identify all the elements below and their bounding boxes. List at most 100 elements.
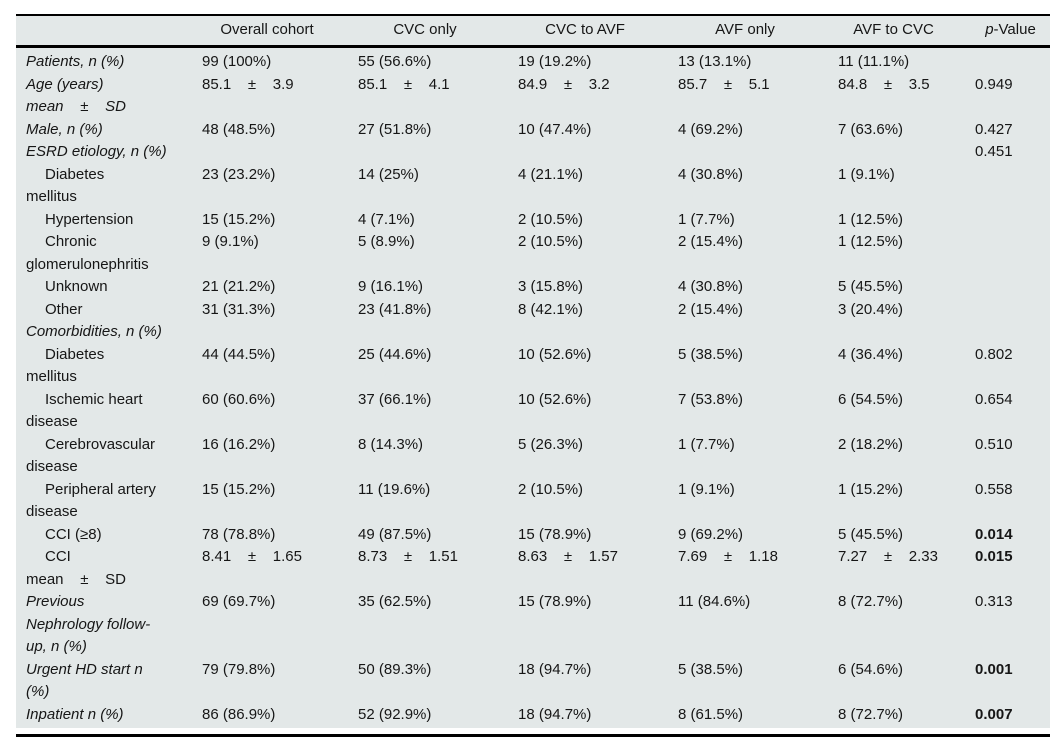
cell-avf-to-cvc: 5 (45.5%)	[838, 278, 904, 295]
header-overall-cohort: Overall cohort	[202, 15, 358, 48]
table-row: Patients, n (%) 99 (100%) 55 (56.6%) 19 …	[16, 47, 1050, 74]
table-row: CCI (≥8) 78 (78.8%) 49 (87.5%) 15 (78.9%…	[16, 524, 1050, 547]
cell-cvc-only: 37 (66.1%)	[358, 390, 432, 408]
row-label: ESRD etiology, n (%)	[26, 143, 167, 160]
cell-overall-cohort: 86 (86.9%)	[202, 705, 276, 723]
cell-p-value: 0.007	[975, 705, 1013, 723]
cell-avf-to-cvc: 4 (36.4%)	[838, 345, 904, 363]
cell-p-value: 0.014	[975, 525, 1013, 543]
cell-overall-cohort: 23 (23.2%)	[202, 165, 276, 183]
cell-avf-to-cvc: 7 (63.6%)	[838, 120, 904, 138]
header-p-value: p-Value	[975, 15, 1050, 48]
cell-cvc-only: 4 (7.1%)	[358, 210, 415, 228]
cell-cvc-only: 25 (44.6%)	[358, 345, 432, 363]
cell-p-value	[975, 299, 1050, 322]
cell-cvc-to-avf: 18 (94.7%)	[518, 660, 592, 678]
cell-avf-only: 8 (61.5%)	[678, 705, 744, 723]
row-label: CCI mean ± SD	[26, 548, 126, 588]
cell-avf-only: 1 (7.7%)	[678, 210, 735, 228]
row-label: Male, n (%)	[26, 120, 103, 138]
header-cvc-only: CVC only	[358, 15, 518, 48]
cell-avf-only: 7 (53.8%)	[678, 390, 744, 408]
cell-avf-to-cvc: 1 (12.5%)	[838, 233, 904, 250]
cell-cvc-to-avf: 3 (15.8%)	[518, 278, 584, 295]
cell-p-value	[975, 164, 1050, 209]
cell-avf-to-cvc: 3 (20.4%)	[838, 300, 904, 318]
cell-cvc-only: 85.1 ± 4.1	[358, 75, 450, 93]
cell-avf-to-cvc: 1 (9.1%)	[838, 165, 895, 183]
cell-avf-to-cvc	[838, 321, 975, 344]
cell-cvc-to-avf: 15 (78.9%)	[518, 525, 592, 543]
cell-p-value: 0.313	[975, 593, 1013, 610]
cell-overall-cohort	[202, 141, 358, 164]
cell-overall-cohort: 78 (78.8%)	[202, 525, 276, 543]
row-label: Cerebrovascular disease	[26, 435, 156, 476]
cell-cvc-only: 27 (51.8%)	[358, 120, 432, 138]
cell-cvc-to-avf: 18 (94.7%)	[518, 705, 592, 723]
table-row: Comorbidities, n (%)	[16, 321, 1050, 344]
cell-p-value	[975, 231, 1050, 276]
cell-overall-cohort: 8.41 ± 1.65	[202, 548, 302, 565]
table-row: Unknown 21 (21.2%) 9 (16.1%) 3 (15.8%) 4…	[16, 276, 1050, 299]
cell-overall-cohort: 16 (16.2%)	[202, 435, 276, 453]
cell-overall-cohort: 48 (48.5%)	[202, 120, 276, 138]
row-label: Diabetes mellitus	[26, 345, 105, 386]
cell-cvc-only: 52 (92.9%)	[358, 705, 432, 723]
cell-overall-cohort: 44 (44.5%)	[202, 345, 276, 363]
cell-avf-to-cvc: 84.8 ± 3.5	[838, 75, 930, 93]
cell-cvc-to-avf: 84.9 ± 3.2	[518, 75, 610, 93]
cell-cvc-to-avf: 19 (19.2%)	[518, 53, 592, 70]
cell-p-value: 0.015	[975, 548, 1013, 565]
cell-cvc-only: 9 (16.1%)	[358, 278, 424, 295]
cell-p-value	[975, 47, 1050, 74]
cell-cvc-only: 5 (8.9%)	[358, 233, 415, 250]
row-label: Inpatient n (%)	[26, 705, 124, 723]
header-cvc-to-avf: CVC to AVF	[518, 15, 678, 48]
row-label: Chronic glomerulonephritis	[26, 233, 149, 273]
cell-avf-to-cvc: 1 (15.2%)	[838, 480, 904, 498]
cell-overall-cohort: 15 (15.2%)	[202, 210, 276, 228]
cell-cvc-only: 8 (14.3%)	[358, 435, 424, 453]
cell-p-value: 0.510	[975, 435, 1013, 453]
row-label: Ischemic heart disease	[26, 390, 143, 431]
cell-cvc-to-avf	[518, 321, 678, 344]
cell-cvc-only	[358, 321, 518, 344]
cell-avf-to-cvc: 6 (54.6%)	[838, 660, 904, 678]
cell-p-value: 0.001	[975, 660, 1013, 678]
table-row: Diabetes mellitus 23 (23.2%) 14 (25%) 4 …	[16, 164, 1050, 209]
row-label: Other	[45, 300, 83, 318]
row-label: Comorbidities, n (%)	[26, 323, 162, 340]
table-row: Ischemic heart disease 60 (60.6%) 37 (66…	[16, 389, 1050, 434]
table-row: Inpatient n (%) 86 (86.9%) 52 (92.9%) 18…	[16, 704, 1050, 729]
row-label: Age (years) mean ± SD	[26, 75, 126, 116]
cell-cvc-to-avf: 5 (26.3%)	[518, 435, 584, 453]
cell-cvc-to-avf: 4 (21.1%)	[518, 165, 584, 183]
cell-cvc-only: 50 (89.3%)	[358, 660, 432, 678]
cell-p-value: 0.802	[975, 345, 1013, 363]
cell-avf-only: 4 (30.8%)	[678, 165, 744, 183]
cell-p-value: 0.558	[975, 480, 1013, 498]
row-label: CCI (≥8)	[45, 525, 102, 543]
header-avf-only: AVF only	[678, 15, 838, 48]
cell-avf-to-cvc: 6 (54.5%)	[838, 390, 904, 408]
cell-cvc-to-avf: 8.63 ± 1.57	[518, 548, 618, 565]
table-row: Urgent HD start n (%) 79 (79.8%) 50 (89.…	[16, 659, 1050, 704]
cell-cvc-to-avf: 10 (47.4%)	[518, 120, 592, 138]
header-empty-cell	[16, 15, 202, 48]
row-label: Urgent HD start n (%)	[26, 660, 143, 701]
cell-avf-only	[678, 321, 838, 344]
row-label: Hypertension	[45, 210, 134, 228]
cell-cvc-to-avf: 10 (52.6%)	[518, 390, 592, 408]
cell-avf-only: 1 (7.7%)	[678, 435, 735, 453]
cell-cvc-only: 14 (25%)	[358, 165, 419, 183]
table-row: Chronic glomerulonephritis 9 (9.1%) 5 (8…	[16, 231, 1050, 276]
cell-avf-only: 13 (13.1%)	[678, 53, 752, 70]
cell-cvc-to-avf: 10 (52.6%)	[518, 345, 592, 363]
row-label: Unknown	[45, 278, 108, 295]
header-row: Overall cohort CVC only CVC to AVF AVF o…	[16, 15, 1050, 48]
cell-avf-only: 4 (30.8%)	[678, 278, 744, 295]
cell-avf-to-cvc: 8 (72.7%)	[838, 593, 904, 610]
cell-cvc-only: 11 (19.6%)	[358, 480, 431, 498]
cell-avf-only: 5 (38.5%)	[678, 660, 744, 678]
cell-avf-to-cvc: 11 (11.1%)	[838, 53, 910, 70]
